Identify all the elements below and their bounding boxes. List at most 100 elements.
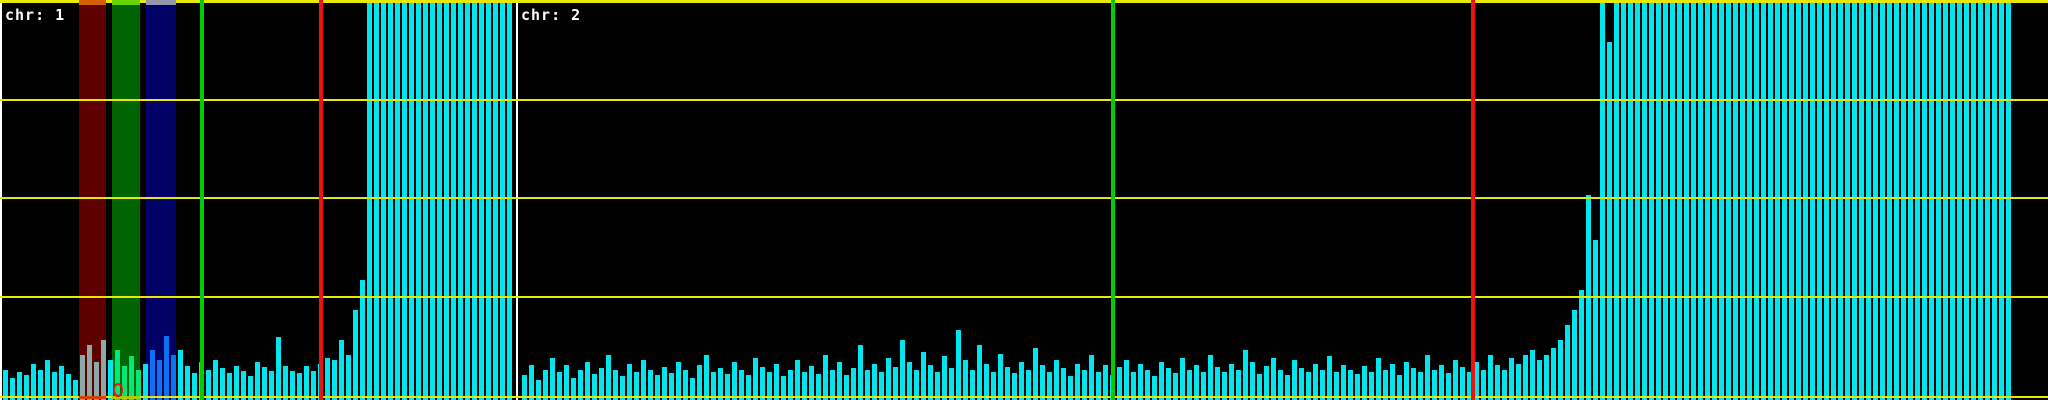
coverage-bar: [234, 366, 239, 400]
coverage-bar: [795, 360, 800, 400]
coverage-bar: [641, 360, 646, 400]
coverage-bar: [1915, 0, 1920, 400]
coverage-bar: [80, 355, 85, 400]
coverage-bar: [1103, 365, 1108, 400]
coverage-bar: [1467, 372, 1472, 400]
coverage-bar: [1964, 0, 1969, 400]
coverage-bar: [1593, 240, 1598, 400]
coverage-bar: [262, 367, 267, 400]
coverage-bar: [1299, 368, 1304, 400]
coverage-bar: [788, 370, 793, 400]
coverage-bar: [767, 372, 772, 400]
coverage-bar: [837, 362, 842, 400]
coverage-bar: [998, 354, 1003, 400]
coverage-bar: [1600, 0, 1605, 400]
coverage-bar: [1824, 0, 1829, 400]
coverage-bar: [816, 374, 821, 400]
coverage-bar: [1558, 340, 1563, 400]
coverage-bar: [1747, 0, 1752, 400]
coverage-bar: [269, 371, 274, 400]
coverage-bar: [94, 362, 99, 400]
coverage-bar: [360, 280, 365, 400]
gridline: [0, 296, 2048, 298]
coverage-bar: [1859, 0, 1864, 400]
coverage-bar: [1201, 372, 1206, 400]
band-cap: [112, 0, 140, 5]
coverage-bar: [59, 366, 64, 400]
coverage-bar: [87, 345, 92, 400]
coverage-bar: [507, 0, 512, 400]
coverage-bar: [129, 356, 134, 400]
coverage-bar: [844, 375, 849, 400]
coverage-bar: [536, 380, 541, 400]
coverage-bar: [353, 310, 358, 400]
coverage-bar: [1131, 372, 1136, 400]
coverage-bar: [543, 370, 548, 400]
gridline: [0, 396, 2048, 398]
coverage-bar: [718, 368, 723, 400]
coverage-bar: [430, 0, 435, 400]
coverage-bar: [1691, 0, 1696, 400]
coverage-bar: [1712, 0, 1717, 400]
coverage-bar: [1551, 348, 1556, 400]
annotation-circle: [113, 383, 123, 397]
coverage-bar: [1005, 367, 1010, 400]
coverage-bar: [634, 372, 639, 400]
coverage-bar: [1306, 372, 1311, 400]
coverage-bar: [486, 0, 491, 400]
coverage-bar: [851, 368, 856, 400]
coverage-bar: [1187, 370, 1192, 400]
coverage-bar: [592, 374, 597, 400]
coverage-bar: [1985, 0, 1990, 400]
coverage-bar: [227, 373, 232, 400]
coverage-bar: [809, 366, 814, 400]
coverage-bar: [802, 372, 807, 400]
coverage-bar: [1852, 0, 1857, 400]
coverage-bar: [1117, 367, 1122, 400]
coverage-bar: [1733, 0, 1738, 400]
coverage-bar: [451, 0, 456, 400]
coverage-bar: [627, 364, 632, 400]
coverage-bar: [1124, 360, 1129, 400]
coverage-bar: [1642, 0, 1647, 400]
coverage-bar: [1054, 360, 1059, 400]
coverage-bar: [1208, 355, 1213, 400]
coverage-bar: [879, 372, 884, 400]
coverage-bar: [977, 345, 982, 400]
coverage-bar: [963, 360, 968, 400]
coverage-bar: [1355, 374, 1360, 400]
coverage-bar: [1838, 0, 1843, 400]
coverage-bar: [1453, 360, 1458, 400]
coverage-bar: [1026, 370, 1031, 400]
coverage-bar: [732, 362, 737, 400]
coverage-bar: [1992, 0, 1997, 400]
coverage-bar: [907, 362, 912, 400]
coverage-bar: [1313, 364, 1318, 400]
coverage-bar: [1705, 0, 1710, 400]
marker-line: [1111, 0, 1115, 400]
coverage-bar: [1173, 373, 1178, 400]
coverage-bar: [1341, 365, 1346, 400]
coverage-bar: [1362, 366, 1367, 400]
coverage-bar: [143, 364, 148, 400]
coverage-bar: [115, 350, 120, 400]
coverage-bar: [760, 367, 765, 400]
coverage-bar: [1320, 370, 1325, 400]
coverage-bar: [1957, 0, 1962, 400]
coverage-bar: [1894, 0, 1899, 400]
coverage-bar: [1229, 364, 1234, 400]
coverage-bar: [1460, 367, 1465, 400]
coverage-bar: [893, 367, 898, 400]
coverage-bar: [921, 352, 926, 400]
coverage-bar: [1159, 362, 1164, 400]
coverage-bar: [3, 370, 8, 400]
coverage-bar: [1999, 0, 2004, 400]
coverage-bar: [1922, 0, 1927, 400]
coverage-bar: [914, 370, 919, 400]
coverage-bar: [1649, 0, 1654, 400]
coverage-bar: [1369, 372, 1374, 400]
coverage-bar: [1887, 0, 1892, 400]
coverage-bar: [1145, 370, 1150, 400]
coverage-bar: [578, 370, 583, 400]
